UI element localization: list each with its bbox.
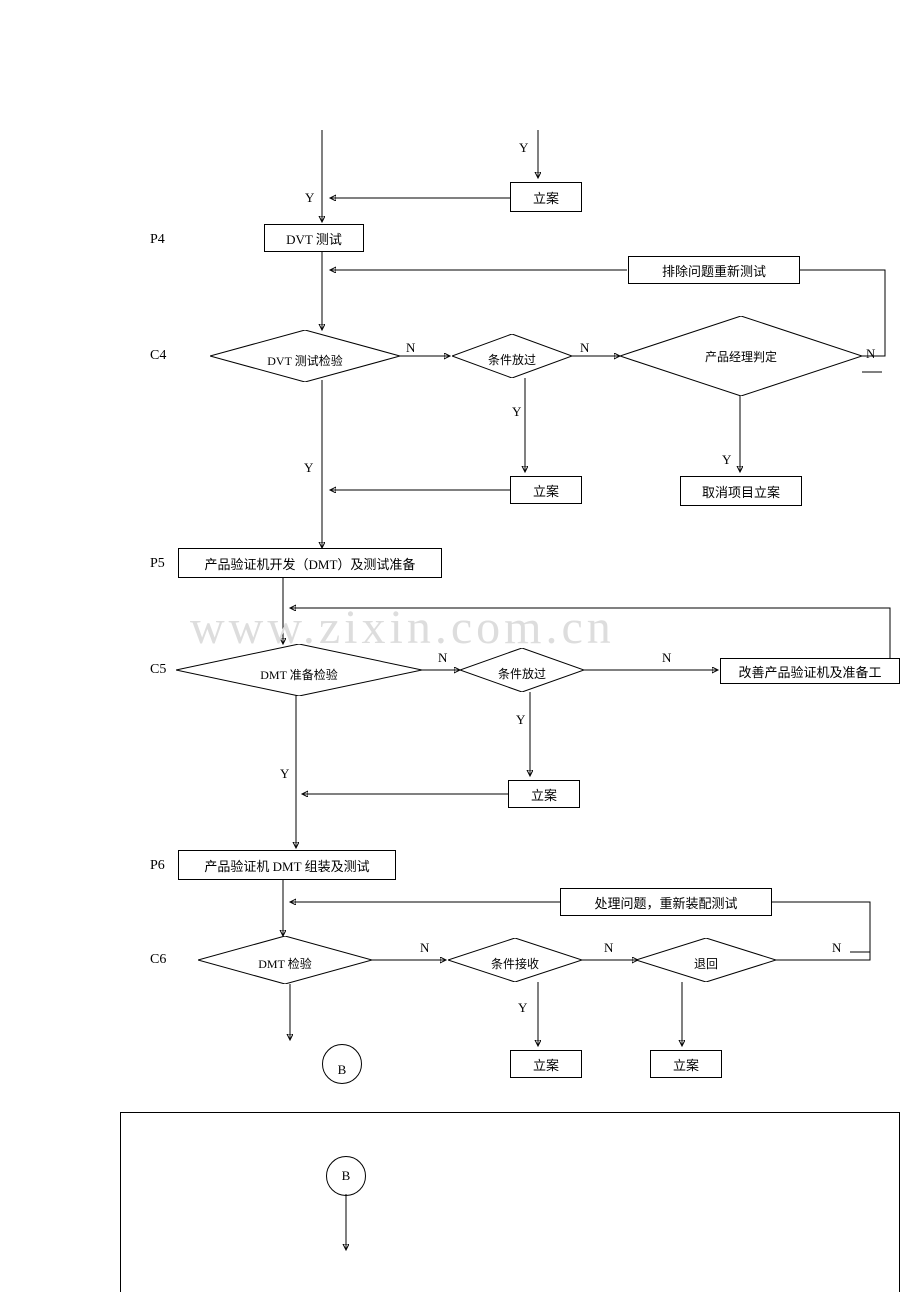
edge-n-c4-3: N xyxy=(866,346,875,362)
box-lian-c6-mid: 立案 xyxy=(510,1050,582,1078)
box-dvt-test: DVT 测试 xyxy=(264,224,364,252)
phase-label-p6: P6 xyxy=(150,858,165,874)
box-dmt-assemble: 产品验证机 DMT 组装及测试 xyxy=(178,850,396,880)
diamond-pm-judge-text: 产品经理判定 xyxy=(705,348,777,365)
box-lian-c5: 立案 xyxy=(508,780,580,808)
edge-n-c6-1: N xyxy=(420,940,429,956)
diamond-cond-pass-c4-text: 条件放过 xyxy=(488,351,536,368)
diamond-dmt-check-text: DMT 检验 xyxy=(258,955,311,972)
edge-n-c6-3: N xyxy=(832,940,841,956)
diamond-dvt-check-text: DVT 测试检验 xyxy=(267,352,342,369)
diamond-dvt-check: DVT 测试检验 xyxy=(210,330,400,382)
box-dmt-prepare: 产品验证机开发（DMT）及测试准备 xyxy=(178,548,442,578)
diamond-cond-pass-c5-text: 条件放过 xyxy=(498,665,546,682)
box-lian-top: 立案 xyxy=(510,182,582,212)
box-lian-c6-right-text: 立案 xyxy=(673,1055,699,1074)
flowchart-canvas: P4 C4 P5 C5 P6 C6 Y Y 立案 DVT 测试 排除问题重新测试… xyxy=(0,0,920,1302)
box-cancel-project-text: 取消项目立案 xyxy=(702,482,780,501)
box-lian-c4-text: 立案 xyxy=(533,481,559,500)
box-retest-p6-text: 处理问题，重新装配测试 xyxy=(594,893,737,912)
edge-y-c4-mid: Y xyxy=(512,404,521,420)
box-dvt-test-text: DVT 测试 xyxy=(286,229,342,248)
diamond-cond-accept: 条件接收 xyxy=(448,938,582,982)
box-lian-top-text: 立案 xyxy=(533,188,559,207)
edge-y-c4-right: Y xyxy=(722,452,731,468)
diamond-cond-pass-c5: 条件放过 xyxy=(460,648,584,692)
connector-circle-b-top-text: B xyxy=(338,1062,347,1078)
edge-y-c5-mid: Y xyxy=(516,712,525,728)
box-lian-c6-right: 立案 xyxy=(650,1050,722,1078)
diamond-cond-accept-text: 条件接收 xyxy=(491,955,539,972)
box-lian-c6-mid-text: 立案 xyxy=(533,1055,559,1074)
box-retest-p4: 排除问题重新测试 xyxy=(628,256,800,284)
edge-y-top-left: Y xyxy=(305,190,314,206)
edge-n-c4-2: N xyxy=(580,340,589,356)
edge-y-c5-left: Y xyxy=(280,766,289,782)
diamond-dmt-prep-check: DMT 准备检验 xyxy=(176,644,422,696)
connector-circle-b-top: B xyxy=(322,1044,362,1084)
edge-n-c5-2: N xyxy=(662,650,671,666)
diamond-dmt-check: DMT 检验 xyxy=(198,936,372,984)
phase-label-p4: P4 xyxy=(150,232,165,248)
diamond-cond-pass-c4: 条件放过 xyxy=(452,334,572,378)
diamond-return: 退回 xyxy=(636,938,776,982)
box-improve-dmt-text: 改善产品验证机及准备工 xyxy=(738,662,881,681)
box-retest-p6: 处理问题，重新装配测试 xyxy=(560,888,772,916)
diamond-return-text: 退回 xyxy=(694,955,718,972)
connector-circle-b-text: B xyxy=(342,1168,351,1184)
connector-circle-b: B xyxy=(326,1156,366,1196)
box-retest-p4-text: 排除问题重新测试 xyxy=(662,261,766,280)
phase-label-p5: P5 xyxy=(150,556,165,572)
edge-n-c5-1: N xyxy=(438,650,447,666)
phase-label-c6: C6 xyxy=(150,952,166,968)
diamond-pm-judge: 产品经理判定 xyxy=(620,316,862,396)
box-lian-c4: 立案 xyxy=(510,476,582,504)
box-dmt-assemble-text: 产品验证机 DMT 组装及测试 xyxy=(204,856,369,875)
box-lian-c5-text: 立案 xyxy=(531,785,557,804)
box-improve-dmt: 改善产品验证机及准备工 xyxy=(720,658,900,684)
edge-n-c4-1: N xyxy=(406,340,415,356)
box-cancel-project: 取消项目立案 xyxy=(680,476,802,506)
phase-label-c5: C5 xyxy=(150,662,166,678)
diamond-dmt-prep-check-text: DMT 准备检验 xyxy=(260,666,337,683)
edge-y-c6-mid: Y xyxy=(518,1000,527,1016)
page-frame xyxy=(120,1112,900,1292)
edge-y-c4-left: Y xyxy=(304,460,313,476)
phase-label-c4: C4 xyxy=(150,348,166,364)
box-dmt-prepare-text: 产品验证机开发（DMT）及测试准备 xyxy=(205,554,416,573)
edge-y-top: Y xyxy=(519,140,528,156)
edge-n-c6-2: N xyxy=(604,940,613,956)
